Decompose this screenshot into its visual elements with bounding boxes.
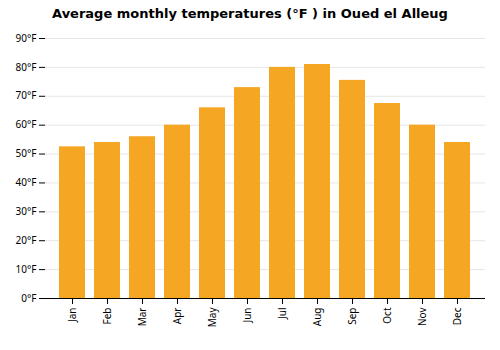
svg-text:30°F: 30°F bbox=[16, 204, 37, 218]
svg-text:Apr: Apr bbox=[170, 308, 184, 325]
svg-text:40°F: 40°F bbox=[16, 175, 37, 189]
svg-text:Jul: Jul bbox=[275, 308, 289, 321]
svg-text:Sep: Sep bbox=[345, 308, 359, 325]
svg-text:Mar: Mar bbox=[135, 308, 149, 327]
svg-text:Aug: Aug bbox=[310, 308, 324, 327]
svg-text:60°F: 60°F bbox=[16, 117, 37, 131]
svg-text:70°F: 70°F bbox=[16, 88, 37, 102]
svg-text:50°F: 50°F bbox=[16, 146, 37, 160]
svg-text:80°F: 80°F bbox=[16, 60, 37, 74]
svg-text:Oct: Oct bbox=[380, 307, 394, 324]
svg-text:10°F: 10°F bbox=[16, 262, 37, 276]
svg-text:Jan: Jan bbox=[65, 308, 79, 324]
svg-text:Jun: Jun bbox=[240, 308, 254, 324]
svg-text:May: May bbox=[205, 307, 219, 328]
svg-text:20°F: 20°F bbox=[16, 233, 37, 247]
svg-text:Dec: Dec bbox=[450, 307, 464, 325]
html-text:Average monthly temperatures (: Average monthly temperatures (°F ) in Ou… bbox=[52, 6, 448, 21]
svg-text:0°F: 0°F bbox=[21, 291, 36, 305]
svg-text:Feb: Feb bbox=[100, 308, 114, 325]
svg-text:Nov: Nov bbox=[415, 307, 429, 326]
svg-text:90°F: 90°F bbox=[16, 31, 37, 45]
